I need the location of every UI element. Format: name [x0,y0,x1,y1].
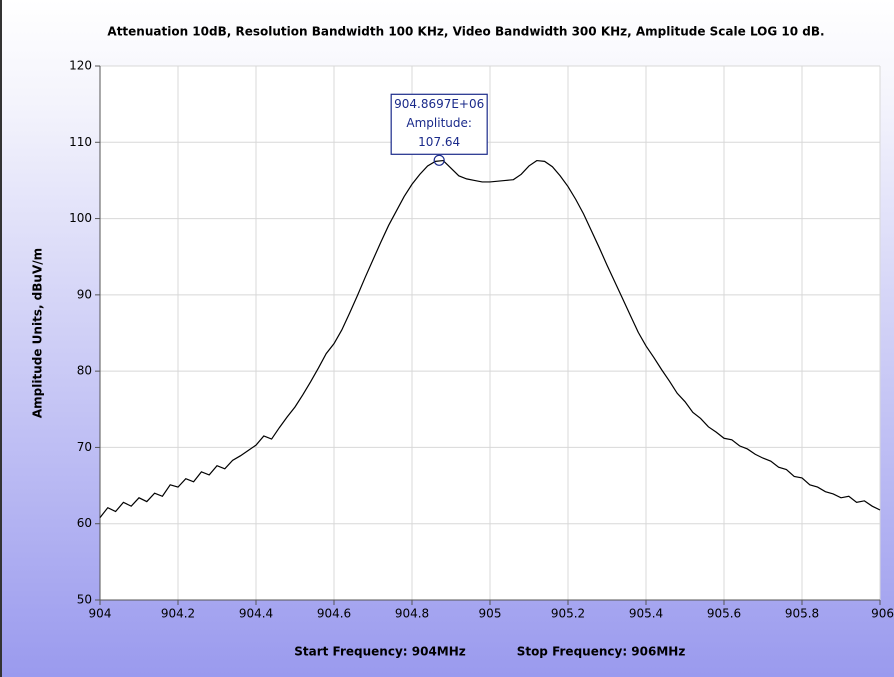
footer-start: Start Frequency: 904MHz [294,645,466,659]
x-tick-label: 905.4 [629,607,663,621]
x-tick-label: 905.2 [551,607,585,621]
x-tick-label: 904.6 [317,607,351,621]
marker-label: 107.64 [418,135,460,149]
x-tick-label: 904.2 [161,607,195,621]
marker-label: Amplitude: [406,116,472,130]
x-tick-label: 904 [89,607,112,621]
y-tick-label: 80 [77,364,92,378]
x-tick-label: 904.4 [239,607,273,621]
y-tick-label: 90 [77,287,92,301]
x-tick-label: 906 [871,607,894,621]
y-tick-label: 120 [69,59,92,73]
spectrum-line [99,159,881,518]
y-tick-label: 110 [69,135,92,149]
y-tick-label: 60 [77,516,92,530]
marker-point [433,154,445,166]
footer-stop: Stop Frequency: 906MHz [517,645,686,659]
x-tick-label: 904.8 [395,607,429,621]
y-tick-label: 70 [77,440,92,454]
chart-title: Attenuation 10dB, Resolution Bandwidth 1… [107,25,824,39]
marker-label: 904.8697E+06 [394,97,484,111]
x-tick-label: 905.8 [785,607,819,621]
marker-box [390,93,488,155]
x-tick-label: 905 [479,607,502,621]
x-tick-label: 905.6 [707,607,741,621]
y-axis-label: Amplitude Units, dBuV/m [31,248,45,418]
y-tick-label: 50 [77,593,92,607]
y-tick-label: 100 [69,211,92,225]
